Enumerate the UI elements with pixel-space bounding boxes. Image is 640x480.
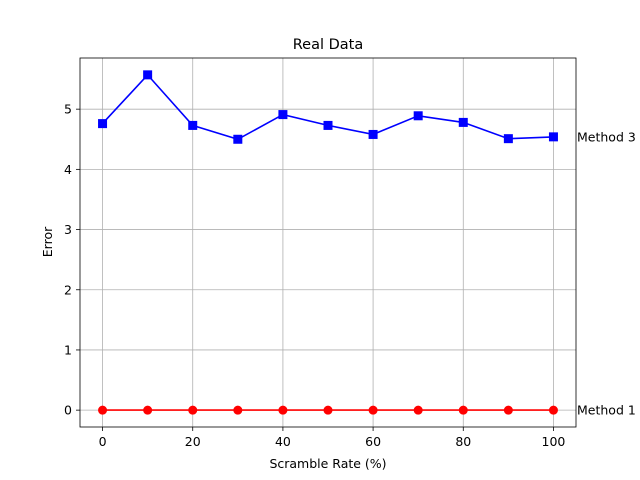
data-point-circle xyxy=(278,405,288,415)
data-point-square xyxy=(413,111,423,121)
y-tick-label: 5 xyxy=(64,102,72,117)
x-axis-label: Scramble Rate (%) xyxy=(269,456,386,471)
series-labels: Method 3 Method 1 xyxy=(577,129,636,417)
data-point-square xyxy=(368,129,378,139)
data-point-square xyxy=(458,117,468,127)
x-tick-label: 80 xyxy=(455,434,471,449)
data-point-square xyxy=(233,134,243,144)
data-point-square xyxy=(143,70,153,80)
x-tick-label: 100 xyxy=(542,434,566,449)
x-tick-label: 20 xyxy=(185,434,201,449)
data-point-circle xyxy=(503,405,513,415)
y-tick-label: 2 xyxy=(64,282,72,297)
y-tick-label: 1 xyxy=(64,342,72,357)
x-tick-label: 60 xyxy=(365,434,381,449)
y-tick-label: 4 xyxy=(64,162,72,177)
data-point-circle xyxy=(143,405,153,415)
series-1 xyxy=(98,405,558,415)
y-tick-label: 0 xyxy=(64,403,72,418)
data-point-circle xyxy=(368,405,378,415)
data-point-circle xyxy=(548,405,558,415)
data-point-circle xyxy=(458,405,468,415)
data-point-circle xyxy=(413,405,423,415)
data-point-circle xyxy=(188,405,198,415)
x-tick-label: 0 xyxy=(99,434,107,449)
data-point-square xyxy=(188,120,198,130)
data-point-circle xyxy=(98,405,108,415)
data-point-circle xyxy=(233,405,243,415)
y-tick-label: 3 xyxy=(64,222,72,237)
series-label: Method 1 xyxy=(577,403,636,418)
data-point-square xyxy=(323,120,333,130)
chart-title: Real Data xyxy=(293,37,364,53)
plot-area-frame xyxy=(79,57,577,428)
data-point-circle xyxy=(323,405,333,415)
data-point-square xyxy=(548,132,558,142)
data-point-square xyxy=(98,119,108,129)
axis-ticks: 0 20 40 60 80 100 0 1 2 3 4 5 xyxy=(64,102,565,449)
series-0 xyxy=(98,70,558,144)
y-axis-label: Error xyxy=(40,226,55,257)
data-point-square xyxy=(278,110,288,120)
series-label: Method 3 xyxy=(577,129,636,144)
plot-series xyxy=(98,70,558,415)
x-tick-label: 40 xyxy=(275,434,291,449)
data-point-square xyxy=(503,134,513,144)
